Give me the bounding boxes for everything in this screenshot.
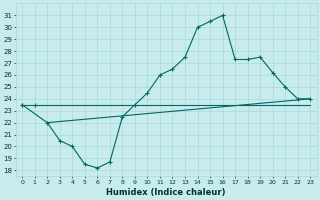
X-axis label: Humidex (Indice chaleur): Humidex (Indice chaleur) [107,188,226,197]
